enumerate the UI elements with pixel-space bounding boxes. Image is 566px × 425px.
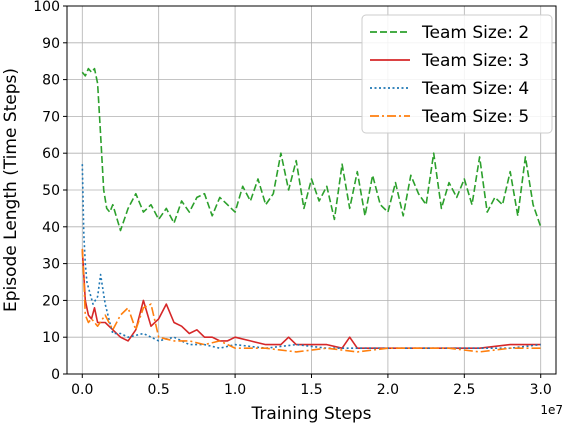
y-tick-label: 10	[42, 330, 60, 346]
x-tick-label: 1.5	[300, 382, 322, 398]
x-tick-label: 3.0	[530, 382, 552, 398]
legend-label: Team Size: 3	[421, 51, 529, 71]
y-tick-label: 40	[42, 220, 60, 236]
series-group	[81, 67, 542, 353]
series-line-team-size-2	[81, 67, 542, 232]
legend-label: Team Size: 5	[421, 107, 529, 127]
legend-label: Team Size: 2	[421, 23, 529, 43]
series-line-team-size-5	[81, 248, 541, 353]
y-axis-label: Episode Length (Time Steps)	[1, 68, 21, 312]
y-tick-label: 70	[42, 109, 60, 125]
x-tick-label: 2.0	[377, 382, 399, 398]
y-tick-label: 100	[33, 0, 60, 15]
x-tick-label: 0.5	[148, 382, 170, 398]
x-tick-label: 2.5	[453, 382, 475, 398]
y-tick-label: 60	[42, 146, 60, 162]
legend-label: Team Size: 4	[421, 79, 529, 99]
y-tick-label: 90	[42, 36, 60, 52]
x-axis-offset-label: 1e7	[540, 403, 563, 417]
legend-box	[361, 14, 553, 134]
y-tick-label: 50	[42, 183, 60, 199]
ticks: 0.0 0.5 1.0 1.5 2.0 2.5 3.0 0 10 20 30 40 50 60 70 80 90…	[33, 0, 552, 398]
legend: Team Size: 2 Team Size: 3 Team Size: 4 Team…	[361, 14, 553, 134]
y-tick-label: 20	[42, 293, 60, 309]
y-tick-label: 80	[42, 73, 60, 89]
x-tick-label: 1.0	[224, 382, 246, 398]
y-tick-label: 30	[42, 257, 60, 273]
x-tick-label: 0.0	[71, 382, 93, 398]
x-axis-label: Training Steps	[250, 404, 371, 424]
y-tick-label: 0	[51, 367, 60, 383]
